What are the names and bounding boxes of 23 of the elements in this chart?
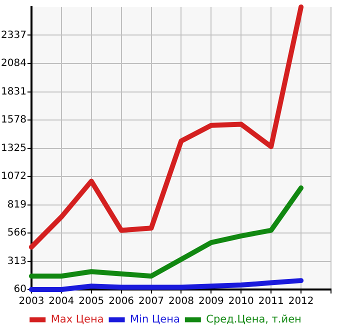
y-tick-label: 1578 [0,114,26,126]
y-tick-label: 1325 [0,142,26,154]
x-tick-label: 2008 [168,296,194,308]
x-tick-label: 2010 [228,296,254,308]
x-tick-label: 2005 [78,296,104,308]
y-tick-label: 566 [7,228,26,239]
y-tick-label: 819 [7,199,26,210]
x-tick-label: 2012 [288,296,314,308]
legend-label: Сред.Цена, т.йен [206,313,302,326]
y-tick-label: 1072 [0,171,26,182]
x-tick-label: 2009 [198,296,224,308]
x-tick-label: 2011 [258,296,284,308]
legend-label: Max Цена [50,313,104,326]
y-tick-label: 2337 [0,30,26,41]
y-tick-label: 313 [7,256,26,267]
y-tick-label: 1831 [0,86,26,98]
x-tick-label: 2003 [18,296,44,308]
x-tick-label: 2007 [138,296,164,308]
legend-label: Min Цена [130,313,180,326]
y-tick-label: 2084 [0,58,26,70]
y-tick-label: 60 [14,284,26,296]
x-tick-label: 2004 [48,296,74,308]
x-tick-label: 2006 [108,296,134,308]
